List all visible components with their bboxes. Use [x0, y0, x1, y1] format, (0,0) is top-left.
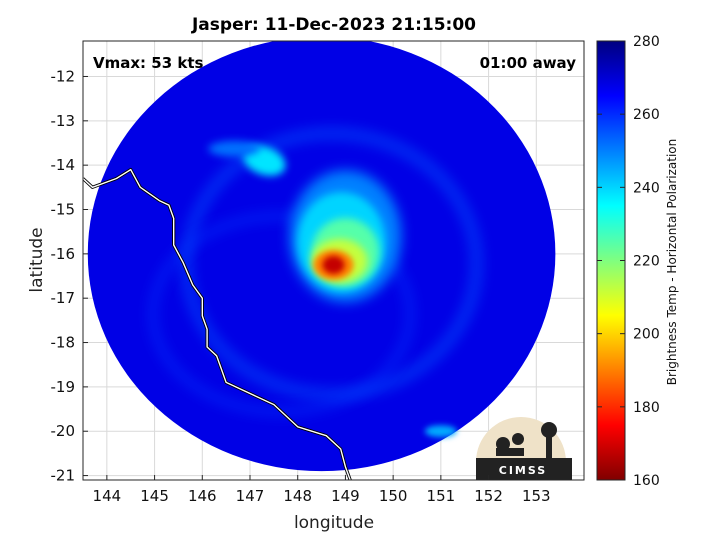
chart-title: Jasper: 11-Dec-2023 21:15:00: [191, 15, 476, 35]
y-tick-label: -15: [51, 201, 76, 219]
southeast-band: [424, 425, 457, 438]
x-tick-label: 144: [93, 487, 122, 505]
coastline: [83, 168, 352, 480]
microwave-swath: [87, 41, 556, 472]
x-tick-label: 148: [283, 487, 312, 505]
cimss-logo: CIMSS: [476, 417, 572, 480]
y-tick-label: -13: [51, 112, 76, 130]
x-axis-label: longitude: [294, 513, 374, 533]
x-tick-label: 152: [474, 487, 503, 505]
colorbar-tick-label: 240: [633, 180, 660, 196]
coastline-line: [83, 168, 351, 480]
x-axis: 144 145 146 147 148 149 150 151 152 153: [93, 475, 551, 505]
rainband-ring: [179, 126, 484, 402]
x-tick-label: 153: [522, 487, 551, 505]
y-axis-label: latitude: [27, 227, 47, 292]
x-tick-label: 146: [188, 487, 217, 505]
colorbar-tick-label: 160: [633, 473, 660, 489]
colorbar-label: Brightness Temp - Horizontal Polarizatio…: [665, 139, 679, 386]
y-axis: -12 -13 -14 -15 -16 -17 -18 -19 -20 -21: [51, 67, 88, 485]
y-tick-label: -21: [51, 467, 76, 485]
logo-text: CIMSS: [499, 464, 547, 477]
colorbar-tick-label: 220: [633, 254, 660, 270]
x-tick-label: 147: [236, 487, 265, 505]
y-tick-label: -14: [51, 156, 76, 174]
colorbar-tick-label: 180: [633, 400, 660, 416]
vmax-annotation: Vmax: 53 kts: [93, 54, 203, 72]
y-tick-label: -16: [51, 245, 76, 263]
x-tick-label: 145: [140, 487, 169, 505]
y-tick-label: -12: [51, 67, 76, 85]
y-tick-label: -18: [51, 334, 76, 352]
colorbar-tick-label: 280: [633, 34, 660, 50]
northwest-rainband-tail: [208, 140, 261, 157]
colorbar-tick-label: 260: [633, 107, 660, 123]
y-tick-label: -20: [51, 422, 76, 440]
colorbar-tick-label: 200: [633, 327, 660, 343]
x-tick-label: 150: [379, 487, 408, 505]
x-tick-label: 151: [427, 487, 456, 505]
time-away-annotation: 01:00 away: [480, 54, 577, 72]
plot-frame: [82, 40, 585, 481]
y-tick-label: -19: [51, 378, 76, 396]
eyewall-core: [322, 255, 345, 274]
y-tick-label: -17: [51, 289, 76, 307]
colorbar-ticks: 280 260 240 220 200 180 160: [597, 34, 660, 489]
x-tick-label: 149: [331, 487, 360, 505]
